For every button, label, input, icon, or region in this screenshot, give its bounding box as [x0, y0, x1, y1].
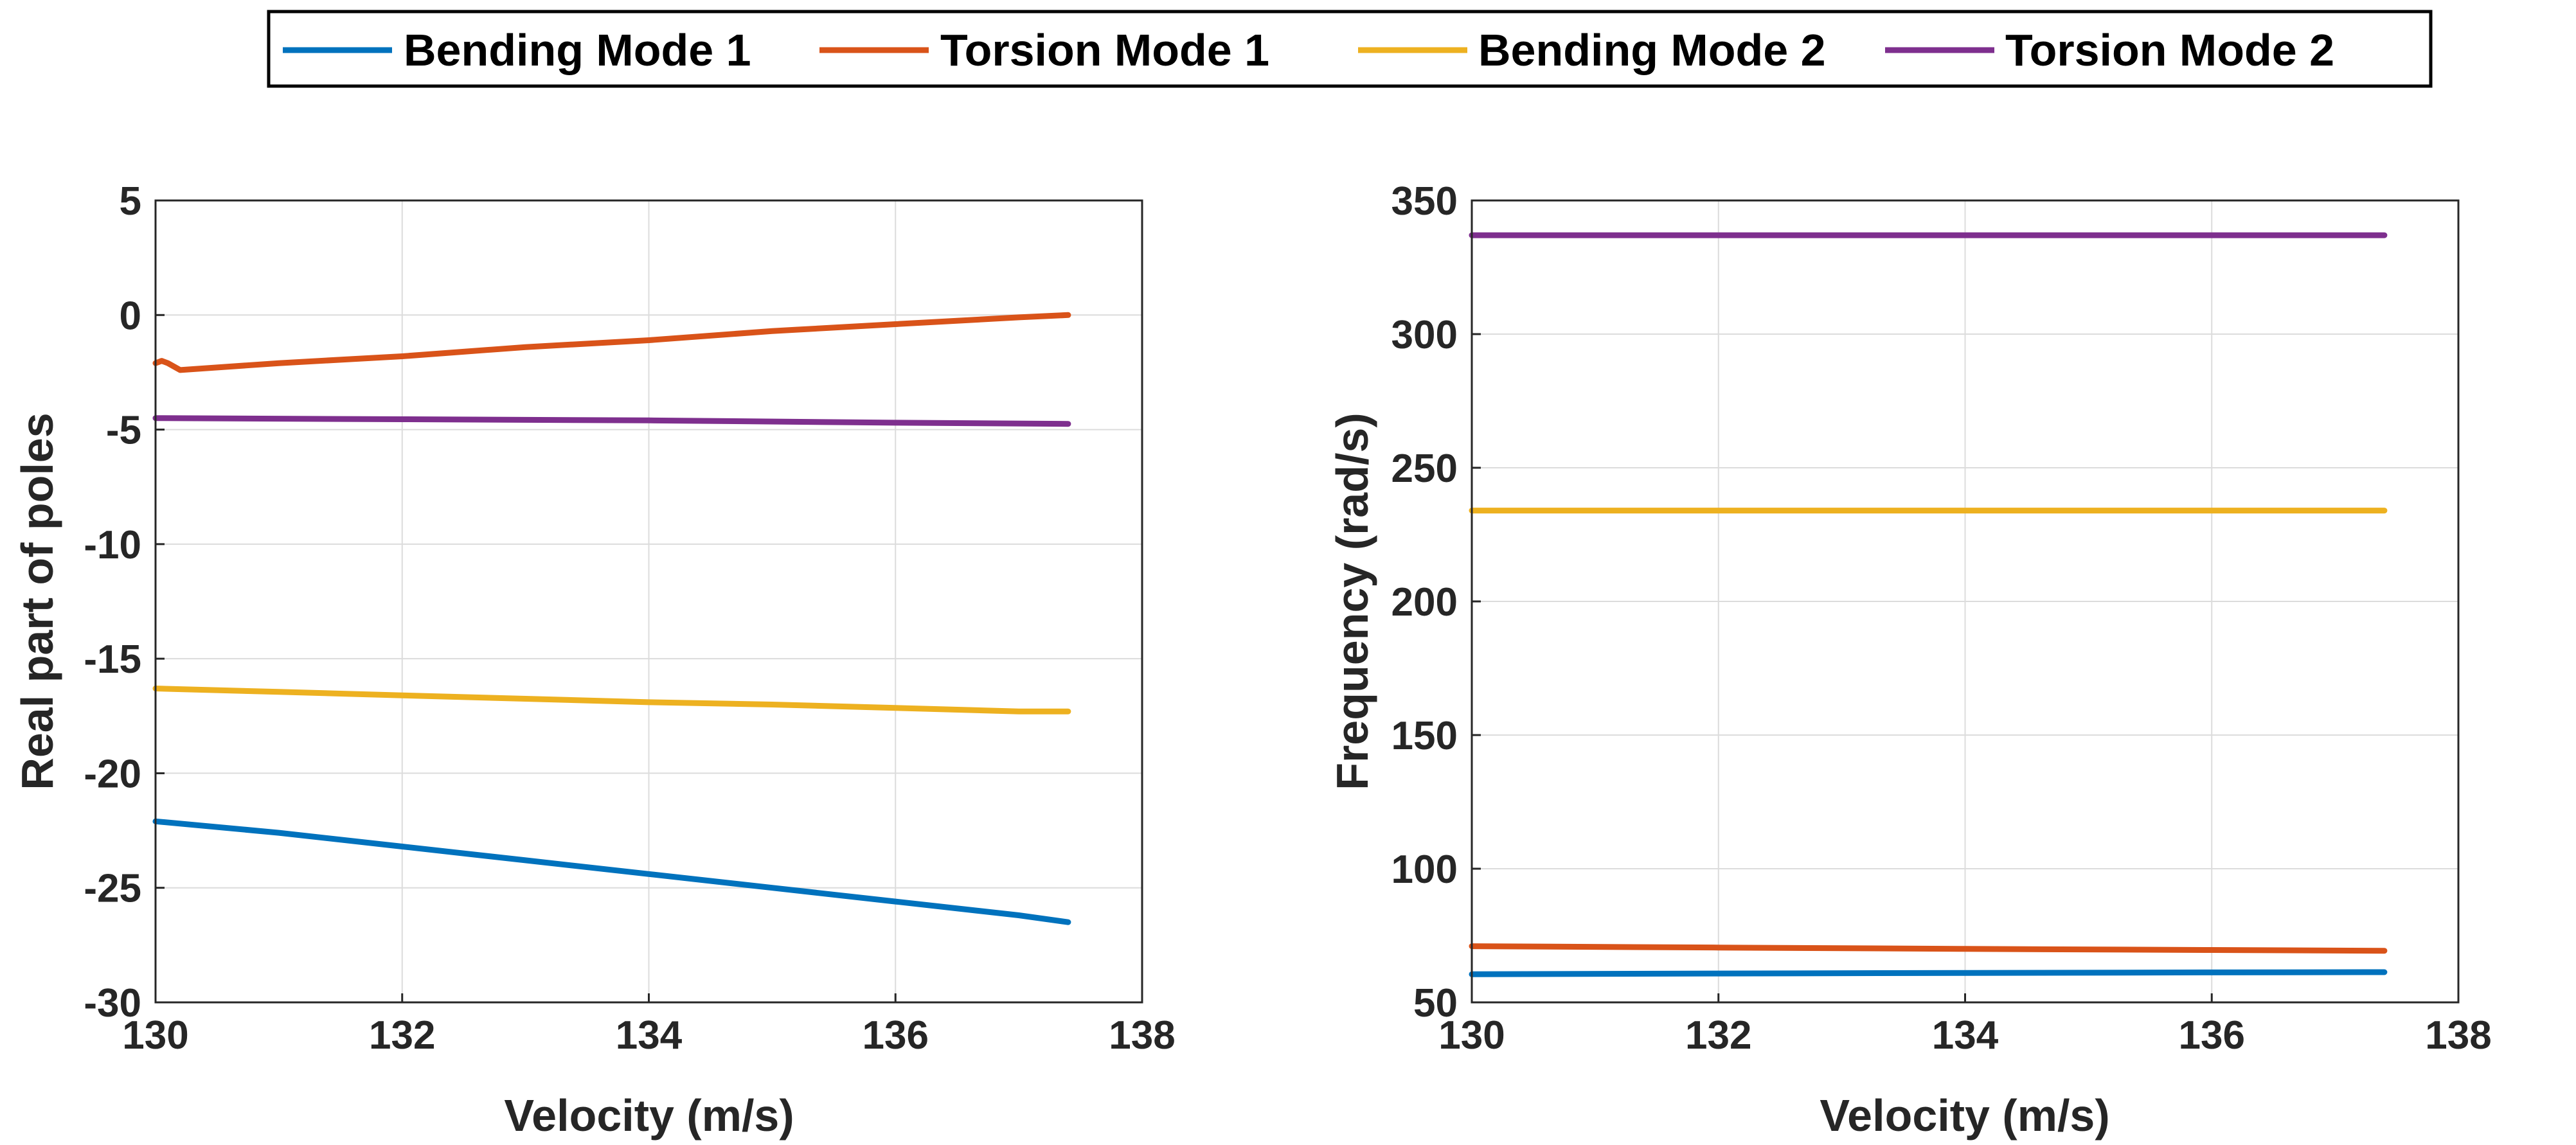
series-line-bending-mode-2 [152, 686, 1071, 715]
y-axis-label: Real part of poles [12, 413, 62, 790]
y-tick-labels: 50 100 150 200 250 300 350 [1391, 179, 1458, 1025]
y-tick-label: 5 [120, 179, 141, 224]
x-tick-label: 138 [1109, 1013, 1175, 1058]
x-tick-labels: 130 132 134 136 138 [122, 1013, 1175, 1058]
y-tick-label: -25 [84, 867, 141, 911]
legend-box [267, 10, 2433, 88]
x-tick-label: 130 [122, 1013, 188, 1058]
y-tick-label: -5 [106, 409, 141, 453]
y-tick-label: -30 [84, 981, 141, 1025]
y-tick-label: -10 [84, 523, 141, 567]
axes-box [1471, 199, 2460, 1004]
chart-frequency: 130 132 134 136 138 50 100 150 200 250 300 350 Vel… [1327, 179, 2492, 1141]
series-line-bending-mode-1 [1469, 969, 2388, 977]
y-tick-label: 350 [1391, 179, 1458, 224]
x-tick-label: 132 [1685, 1013, 1751, 1058]
legend-label-bending-mode-1: Bending Mode 1 [404, 25, 751, 75]
legend-label-bending-mode-2: Bending Mode 2 [1478, 25, 1826, 75]
x-tick-label: 134 [1932, 1013, 1999, 1058]
y-tick-label: 200 [1391, 580, 1458, 625]
series-lines [1469, 232, 2388, 977]
x-axis-label: Velocity (m/s) [1820, 1090, 2109, 1141]
y-tick-label: -15 [84, 637, 141, 682]
x-tick-label: 130 [1438, 1013, 1505, 1058]
x-tick-label: 138 [2425, 1013, 2491, 1058]
x-tick-label: 136 [2179, 1013, 2245, 1058]
y-axis-label: Frequency (rad/s) [1327, 413, 1377, 790]
chart-real-part: 130 132 134 136 138 -30 -25 -20 -15 -10 -5 0 5 Velo… [12, 179, 1176, 1141]
series-line-torsion-mode-1 [152, 312, 1071, 373]
axes-box [154, 199, 1143, 1004]
x-tick-label: 132 [369, 1013, 435, 1058]
y-tick-label: -20 [84, 752, 141, 796]
series-lines [152, 312, 1071, 925]
y-tick-label: 300 [1391, 313, 1458, 357]
y-tick-label: 50 [1413, 981, 1458, 1025]
legend-label-torsion-mode-2: Torsion Mode 2 [2005, 25, 2334, 75]
x-tick-labels: 130 132 134 136 138 [1438, 1013, 2491, 1058]
y-tick-label: 250 [1391, 447, 1458, 491]
series-line-torsion-mode-2 [152, 415, 1071, 427]
x-tick-label: 134 [616, 1013, 683, 1058]
y-tick-label: 0 [120, 294, 141, 338]
y-tick-labels: -30 -25 -20 -15 -10 -5 0 5 [84, 179, 141, 1025]
series-line-torsion-mode-1 [1469, 943, 2388, 954]
legend-label-torsion-mode-1: Torsion Mode 1 [940, 25, 1269, 75]
legend: Bending Mode 1 Torsion Mode 1 Bending Mo… [267, 10, 2433, 88]
x-tick-label: 136 [863, 1013, 929, 1058]
y-tick-label: 150 [1391, 714, 1458, 758]
y-tick-label: 100 [1391, 848, 1458, 892]
x-axis-label: Velocity (m/s) [504, 1090, 794, 1141]
series-line-bending-mode-1 [152, 818, 1071, 925]
